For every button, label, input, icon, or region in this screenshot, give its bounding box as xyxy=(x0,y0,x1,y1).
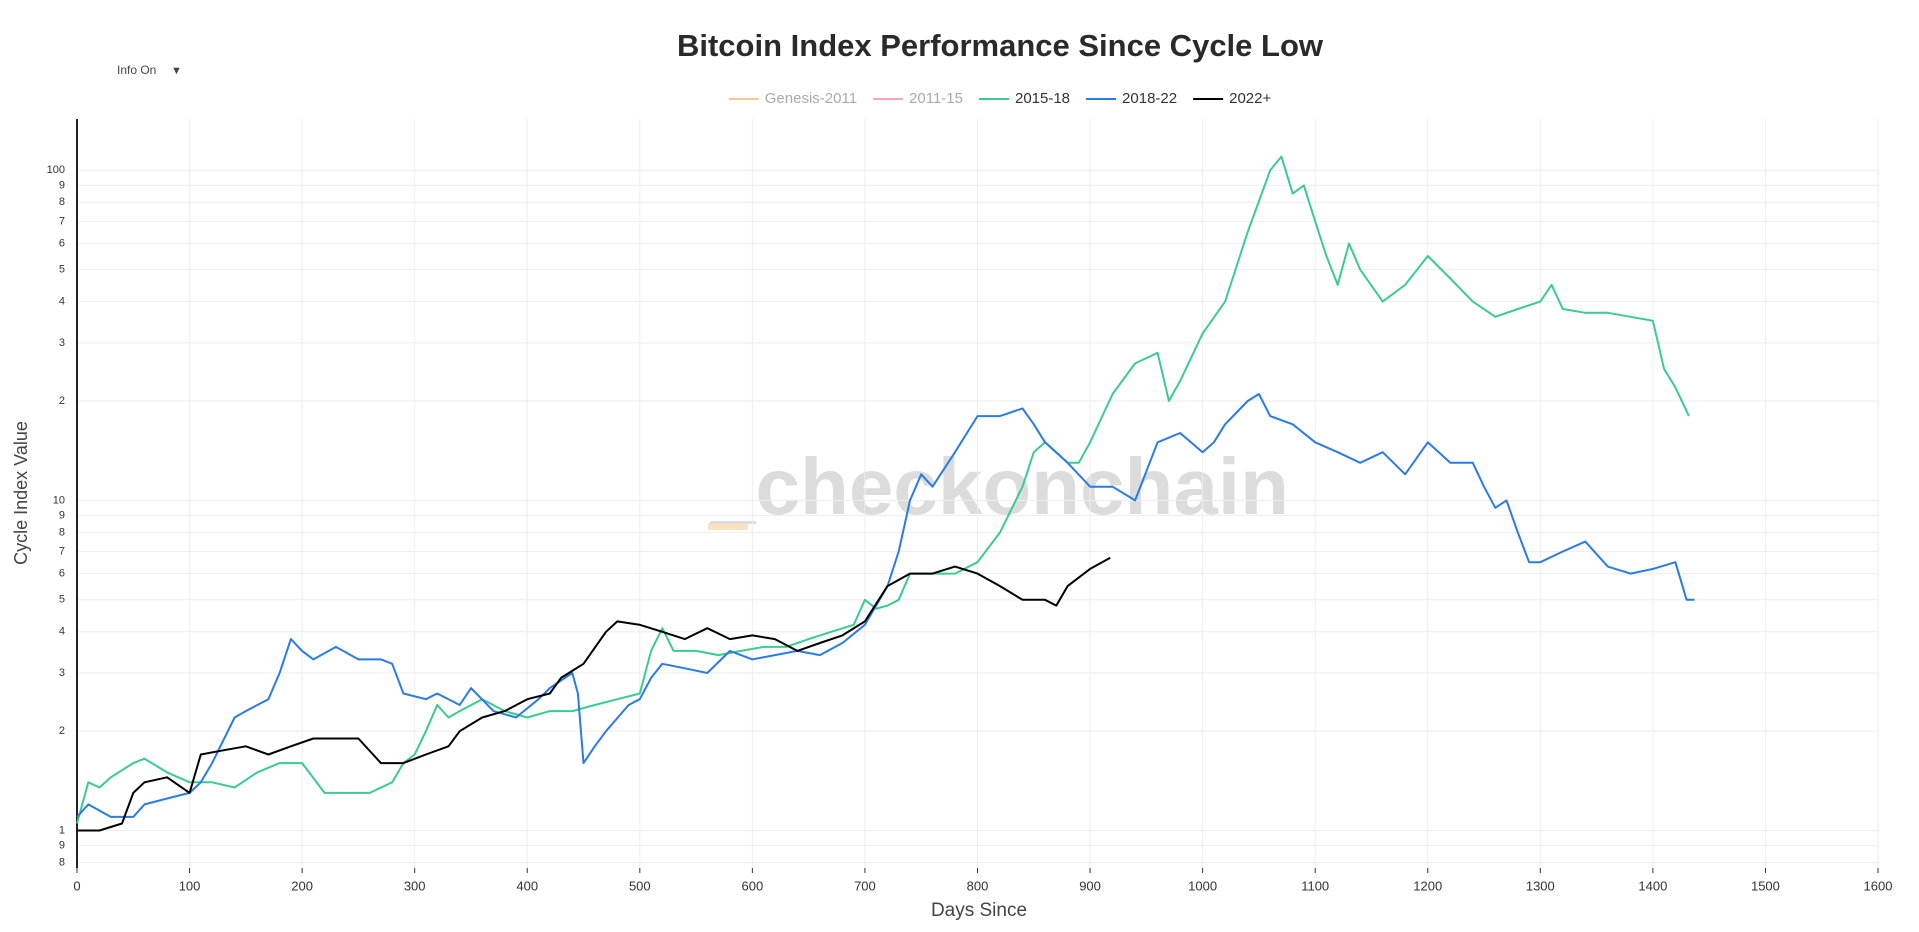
y-tick-label: 7 xyxy=(59,545,65,557)
series-line xyxy=(77,556,1111,832)
x-axis-title: Days Since xyxy=(931,900,1027,921)
legend-label: 2022+ xyxy=(1229,90,1271,107)
x-tick-label: 1600 xyxy=(1864,878,1893,893)
x-tick-label: 400 xyxy=(516,878,538,893)
y-tick-label: 4 xyxy=(59,626,65,638)
info-control[interactable]: Info On ▼ xyxy=(117,63,182,77)
y-tick-label: 5 xyxy=(59,264,65,276)
x-tick-label: 1300 xyxy=(1526,878,1555,893)
y-tick-label: 2 xyxy=(59,395,65,407)
x-tick-label: 500 xyxy=(629,878,651,893)
y-tick-label: 6 xyxy=(59,237,65,249)
y-tick-label: 8 xyxy=(59,196,65,208)
x-tick-label: 900 xyxy=(1079,878,1101,893)
legend-label: 2011-15 xyxy=(909,90,963,107)
y-tick-label: 8 xyxy=(59,856,65,868)
legend: Genesis-2011 2011-15 2015-18 2018-22 2022+ xyxy=(728,90,1271,107)
legend-item[interactable]: Genesis-2011 xyxy=(728,90,857,107)
watermark: _checkonchain xyxy=(710,442,1289,531)
x-tick-label: 600 xyxy=(742,878,764,893)
y-tick-label: 1 xyxy=(59,824,65,836)
x-tick-label: 1500 xyxy=(1751,878,1780,893)
x-tick-label: 700 xyxy=(854,878,876,893)
legend-label: 2018-22 xyxy=(1122,90,1177,107)
y-tick-label: 9 xyxy=(59,509,65,521)
legend-label: 2015-18 xyxy=(1015,90,1070,107)
x-tick-label: 1200 xyxy=(1413,878,1442,893)
x-tick-label: 0 xyxy=(73,878,80,893)
control-label[interactable]: Info On xyxy=(117,63,156,77)
x-tick-label: 800 xyxy=(967,878,989,893)
y-tick-label: 3 xyxy=(59,337,65,349)
series-line xyxy=(76,393,1695,818)
y-tick-label: 10 xyxy=(53,494,65,506)
x-tick-label: 100 xyxy=(179,878,201,893)
y-axis-title: Cycle Index Value xyxy=(11,421,31,565)
y-tick-label: 3 xyxy=(59,667,65,679)
x-tick-label: 1000 xyxy=(1188,878,1217,893)
legend-item[interactable]: 2018-22 xyxy=(1086,90,1177,107)
watermark-bar xyxy=(708,523,748,530)
legend-item[interactable]: 2011-15 xyxy=(873,90,963,107)
legend-item[interactable]: 2022+ xyxy=(1193,90,1271,107)
y-tick-label: 5 xyxy=(59,594,65,606)
y-tick-label: 9 xyxy=(59,840,65,852)
y-tick-label: 8 xyxy=(59,526,65,538)
chart-title: Bitcoin Index Performance Since Cycle Lo… xyxy=(677,28,1324,63)
y-tick-label: 9 xyxy=(59,179,65,191)
series-line xyxy=(76,155,1690,824)
y-tick-label: 2 xyxy=(59,725,65,737)
x-tick-label: 300 xyxy=(404,878,426,893)
control-icon[interactable]: ▼ xyxy=(171,65,182,77)
x-tick-label: 1100 xyxy=(1301,878,1329,893)
y-tick-label: 4 xyxy=(59,296,65,308)
legend-item[interactable]: 2015-18 xyxy=(978,90,1070,107)
y-tick-label: 100 xyxy=(47,164,65,176)
x-tick-label: 200 xyxy=(291,878,313,893)
x-tick-label: 1400 xyxy=(1638,878,1667,893)
y-tick-label: 7 xyxy=(59,215,65,227)
y-tick-label: 6 xyxy=(59,568,65,580)
legend-label: Genesis-2011 xyxy=(765,90,857,107)
